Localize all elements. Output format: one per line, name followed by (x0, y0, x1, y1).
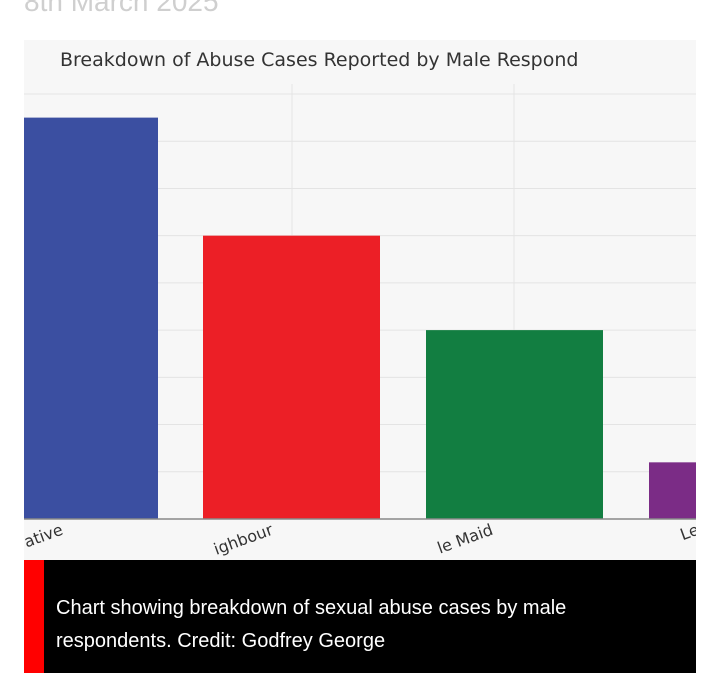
bar-2 (203, 235, 380, 519)
bar-chart: Breakdown of Abuse Cases Reported by Mal… (24, 49, 696, 559)
bar-3 (426, 330, 603, 519)
image-caption: Chart showing breakdown of sexual abuse … (24, 560, 696, 673)
chart-bars (24, 117, 696, 519)
bar-4 (649, 462, 696, 519)
caption-accent-bar (24, 560, 44, 673)
x-tick-label: le Maid (435, 520, 496, 558)
caption-text: Chart showing breakdown of sexual abuse … (56, 597, 567, 652)
article-date: 8th March 2025 (24, 0, 219, 17)
chart-image: Breakdown of Abuse Cases Reported by Mal… (24, 40, 696, 560)
x-tick-label: Le (678, 520, 696, 544)
chart-title: Breakdown of Abuse Cases Reported by Mal… (60, 49, 578, 71)
x-tick-label: ighbour (211, 520, 276, 559)
x-tick-label: ative (24, 520, 65, 551)
x-tick-labels: ative ighbour le Maid Le (24, 520, 696, 559)
bar-1 (24, 117, 158, 519)
